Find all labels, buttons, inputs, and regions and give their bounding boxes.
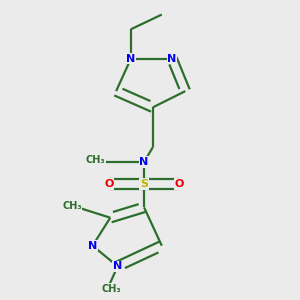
Text: N: N bbox=[140, 157, 149, 167]
Text: CH₃: CH₃ bbox=[102, 284, 122, 294]
Text: O: O bbox=[104, 179, 113, 189]
Text: CH₃: CH₃ bbox=[62, 201, 82, 211]
Text: CH₃: CH₃ bbox=[86, 155, 105, 165]
Text: S: S bbox=[140, 179, 148, 189]
Text: O: O bbox=[175, 179, 184, 189]
Text: N: N bbox=[167, 54, 177, 64]
Text: N: N bbox=[113, 261, 122, 271]
Text: N: N bbox=[126, 54, 136, 64]
Text: N: N bbox=[88, 241, 97, 251]
